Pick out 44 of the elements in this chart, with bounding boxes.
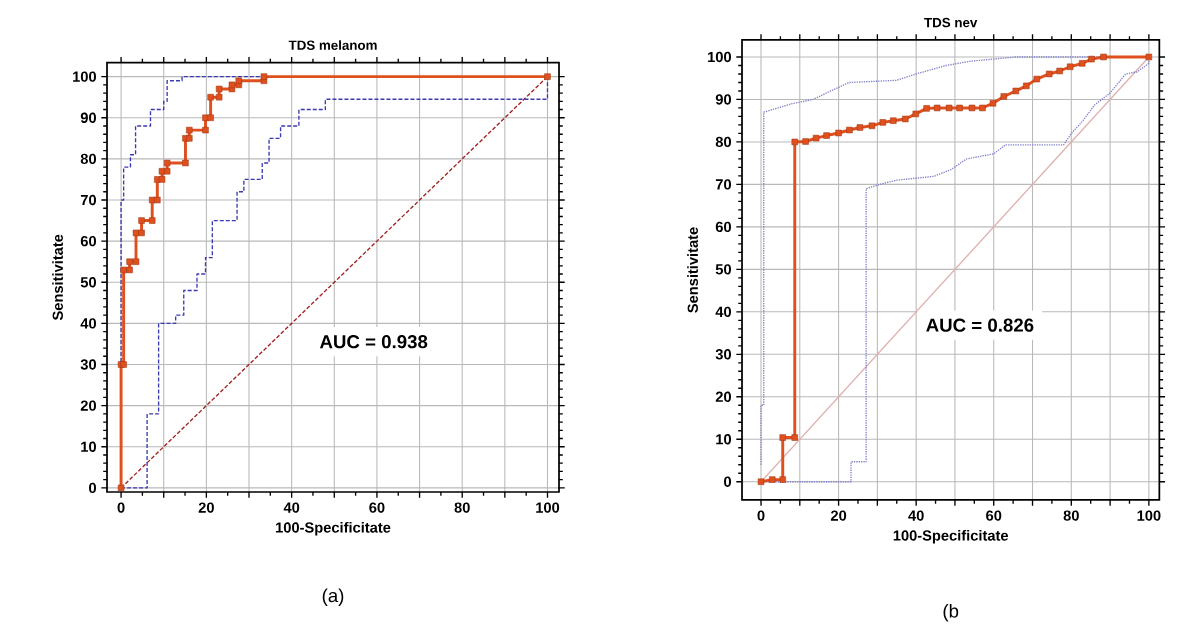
x-tick-label: 40 [283,502,300,513]
y-tick-label: 70 [80,194,96,206]
text: (a) [322,588,344,606]
y-tick-label: 100 [73,71,96,82]
chart-title: TDS melanom [288,40,377,51]
annotation: AUC = 0.938 [319,335,428,349]
annotation: AUC = 0.826 [926,318,1034,332]
y-tick-label: 0 [89,482,96,494]
y-tick-label: 90 [715,94,731,105]
x-tick-label: 100 [536,502,560,513]
y-tick-label: 30 [80,359,96,370]
y-tick-label: 50 [80,277,96,288]
chart-title: TDS nev [924,17,978,28]
y-tick-label: 50 [715,264,731,275]
y-tick-label: 80 [80,153,96,165]
x-tick-label: 0 [117,502,125,513]
y-tick-label: 100 [708,51,731,63]
y-tick-label: 60 [715,221,731,233]
x-tick-label: 100 [1137,510,1161,521]
y-tick-label: 10 [81,441,96,453]
y-axis-title: Sensitivitate [687,227,698,313]
y-axis-title: Sensitivitate [52,234,63,321]
x-tick-label: 80 [1063,510,1079,521]
x-tick-label: 20 [830,510,847,521]
y-tick-label: 80 [715,136,731,148]
y-tick-label: 70 [715,179,731,190]
y-tick-label: 10 [716,434,731,445]
x-tick-label: 20 [198,502,214,513]
y-tick-label: 20 [715,391,731,403]
y-tick-label: 40 [715,306,731,318]
text: (b [943,604,959,622]
x-tick-label: 60 [986,510,1002,521]
x-axis-title: 100-Specificitate [276,522,391,536]
y-tick-label: 20 [80,400,96,411]
x-tick-label: 40 [908,510,924,521]
y-tick-label: 40 [80,318,96,329]
y-tick-label: 30 [715,349,731,360]
x-axis-title: 100-Specificitate [893,530,1009,544]
x-tick-label: 0 [757,510,765,521]
y-tick-label: 90 [80,112,96,124]
x-tick-label: 80 [454,502,470,513]
y-tick-label: 0 [724,476,731,487]
x-tick-label: 60 [369,502,385,513]
y-tick-label: 60 [80,236,96,247]
